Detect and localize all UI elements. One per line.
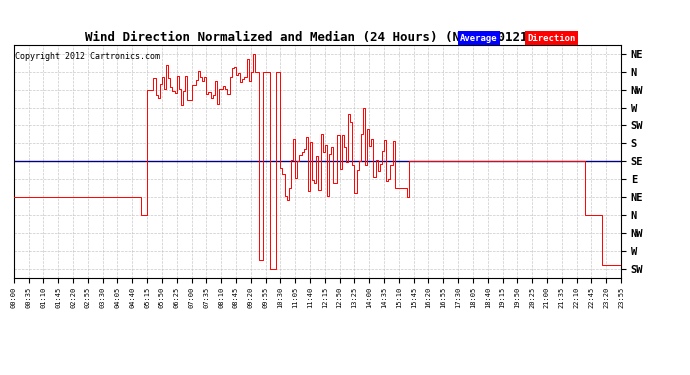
Text: Direction: Direction	[527, 34, 575, 43]
Text: Copyright 2012 Cartronics.com: Copyright 2012 Cartronics.com	[15, 52, 160, 61]
Title: Wind Direction Normalized and Median (24 Hours) (New) 20121105: Wind Direction Normalized and Median (24…	[85, 31, 550, 44]
Text: Average: Average	[460, 34, 497, 43]
